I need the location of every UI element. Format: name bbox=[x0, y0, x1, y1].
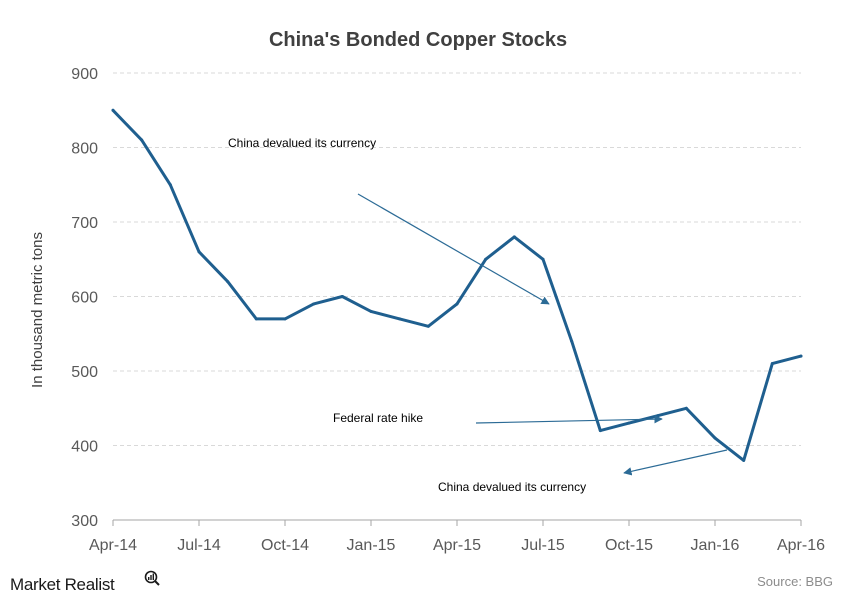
data-point bbox=[570, 339, 574, 343]
y-tick-label: 800 bbox=[71, 141, 98, 158]
annotation-1: China devalued its currency bbox=[228, 136, 550, 305]
data-point bbox=[168, 183, 172, 187]
y-tick-label: 900 bbox=[71, 66, 98, 83]
data-point bbox=[398, 317, 402, 321]
x-tick-label: Jan-16 bbox=[691, 537, 740, 554]
data-point bbox=[484, 257, 488, 261]
data-point bbox=[770, 362, 774, 366]
annotation-2-label: Federal rate hike bbox=[333, 411, 423, 425]
data-point bbox=[140, 138, 144, 142]
data-point bbox=[541, 257, 545, 261]
annotation-1-label: China devalued its currency bbox=[228, 136, 376, 150]
annotation-3-arrow bbox=[623, 449, 728, 476]
annotation-2-arrow bbox=[475, 414, 663, 424]
annotation-3-label: China devalued its currency bbox=[438, 480, 586, 494]
y-tick-label: 300 bbox=[71, 513, 98, 530]
data-point bbox=[742, 458, 746, 462]
x-tick-label: Apr-16 bbox=[777, 537, 825, 554]
brand-logo: Market Realist bbox=[10, 570, 160, 594]
data-point bbox=[713, 436, 717, 440]
data-point bbox=[512, 235, 516, 239]
source-note: Source: BBG bbox=[757, 574, 833, 589]
data-point bbox=[197, 250, 201, 254]
y-tick-label: 600 bbox=[71, 290, 98, 307]
series-line bbox=[111, 108, 803, 462]
chart-title: China's Bonded Copper Stocks bbox=[269, 29, 567, 51]
data-point bbox=[627, 421, 631, 425]
data-point bbox=[598, 429, 602, 433]
data-point bbox=[799, 354, 803, 358]
data-point bbox=[254, 317, 258, 321]
x-tick-label: Apr-14 bbox=[89, 537, 137, 554]
annotation-3: China devalued its currency bbox=[438, 449, 728, 494]
annotation-2: Federal rate hike bbox=[333, 411, 663, 425]
y-tick-label: 400 bbox=[71, 439, 98, 456]
data-point bbox=[684, 406, 688, 410]
gridlines bbox=[113, 72, 801, 446]
y-tick-label: 700 bbox=[71, 215, 98, 232]
y-axis-ticks: 900 800 700 600 500 400 300 bbox=[71, 66, 98, 530]
x-axis-ticks: Apr-14 Jul-14 Oct-14 Jan-15 Apr-15 Jul-15 Oct-… bbox=[89, 520, 825, 554]
series-points bbox=[111, 108, 803, 462]
magnifier-icon bbox=[144, 570, 160, 586]
data-point bbox=[656, 414, 660, 418]
data-point bbox=[312, 302, 316, 306]
data-point bbox=[369, 309, 373, 313]
x-tick-label: Jan-15 bbox=[347, 537, 396, 554]
x-tick-label: Oct-15 bbox=[605, 537, 653, 554]
data-point bbox=[111, 108, 115, 112]
x-tick-label: Apr-15 bbox=[433, 537, 481, 554]
brand-name: Market Realist bbox=[10, 575, 115, 594]
x-tick-label: Jul-15 bbox=[521, 537, 565, 554]
y-axis-label: In thousand metric tons bbox=[29, 232, 46, 388]
data-point bbox=[455, 302, 459, 306]
data-point bbox=[226, 280, 230, 284]
data-point bbox=[340, 295, 344, 298]
data-point bbox=[283, 317, 287, 321]
annotation-1-arrow bbox=[357, 193, 550, 305]
x-tick-label: Jul-14 bbox=[177, 537, 221, 554]
y-tick-label: 500 bbox=[71, 364, 98, 381]
x-tick-label: Oct-14 bbox=[261, 537, 309, 554]
data-point bbox=[426, 324, 430, 328]
